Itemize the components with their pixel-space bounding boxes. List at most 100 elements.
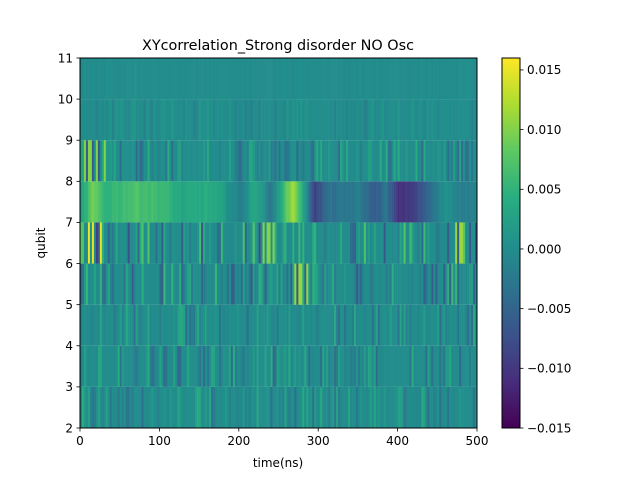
heatmap-cell bbox=[316, 140, 319, 182]
heatmap-cell bbox=[417, 345, 420, 387]
heatmap-cell bbox=[266, 99, 269, 141]
heatmap-cell bbox=[167, 58, 170, 100]
heatmap-cell bbox=[193, 181, 196, 223]
heatmap-cell bbox=[286, 386, 289, 428]
heatmap-cell bbox=[199, 140, 202, 182]
heatmap-cell bbox=[413, 222, 416, 264]
heatmap-cell bbox=[282, 222, 285, 264]
heatmap-cell bbox=[415, 58, 418, 100]
heatmap-cell bbox=[179, 58, 182, 100]
heatmap-cell bbox=[338, 304, 341, 346]
heatmap-cell bbox=[292, 386, 295, 428]
heatmap-cell bbox=[288, 181, 291, 223]
colorbar bbox=[501, 57, 521, 429]
heatmap-cell bbox=[336, 99, 339, 141]
heatmap-cell bbox=[373, 222, 377, 264]
heatmap-cell bbox=[185, 99, 188, 141]
heatmap-cell bbox=[191, 263, 194, 305]
heatmap-cell bbox=[427, 140, 430, 182]
heatmap-cell bbox=[197, 58, 200, 100]
heatmap-cell bbox=[258, 181, 261, 223]
heatmap-cell bbox=[254, 58, 257, 100]
heatmap-cell bbox=[159, 140, 162, 182]
heatmap-cell bbox=[234, 140, 238, 182]
heatmap-cell bbox=[443, 222, 446, 264]
heatmap-cell bbox=[266, 181, 269, 223]
y-axis-label: qubit bbox=[34, 227, 48, 258]
heatmap-cell bbox=[334, 222, 337, 264]
heatmap-cell bbox=[449, 58, 452, 100]
heatmap-cell bbox=[403, 345, 406, 387]
heatmap-cell bbox=[137, 263, 140, 305]
heatmap-cell bbox=[413, 263, 416, 305]
heatmap-cell bbox=[437, 304, 440, 346]
heatmap-cell bbox=[355, 386, 359, 428]
heatmap-cell bbox=[383, 345, 386, 387]
heatmap-cell bbox=[254, 386, 257, 428]
heatmap-cell bbox=[463, 304, 466, 346]
heatmap-cell bbox=[286, 181, 289, 223]
heatmap-cell bbox=[300, 99, 303, 141]
heatmap-cell bbox=[405, 58, 408, 100]
heatmap-cell bbox=[298, 140, 301, 182]
heatmap-cell bbox=[147, 222, 150, 264]
heatmap-cell bbox=[177, 140, 180, 182]
heatmap-cell bbox=[155, 140, 158, 182]
heatmap-cell bbox=[232, 345, 236, 387]
heatmap-cell bbox=[252, 99, 255, 141]
heatmap-cell bbox=[119, 345, 122, 387]
heatmap-cell bbox=[288, 386, 291, 428]
heatmap-cell bbox=[80, 99, 83, 141]
heatmap-cell bbox=[347, 140, 351, 182]
heatmap-cell bbox=[415, 304, 418, 346]
heatmap-cell bbox=[125, 140, 128, 182]
heatmap-cell bbox=[218, 263, 222, 305]
heatmap-cell bbox=[123, 222, 126, 264]
y-tick-label: 2 bbox=[65, 421, 73, 435]
heatmap-cell bbox=[344, 304, 347, 346]
heatmap-cell bbox=[173, 386, 176, 428]
heatmap-cell bbox=[87, 58, 91, 100]
heatmap-cell bbox=[149, 222, 152, 264]
heatmap-cell bbox=[387, 181, 390, 223]
heatmap-cell bbox=[475, 263, 477, 305]
heatmap-cell bbox=[459, 99, 462, 141]
heatmap-cell bbox=[153, 345, 156, 387]
heatmap-cell bbox=[397, 181, 400, 223]
heatmap-cell bbox=[85, 181, 89, 223]
heatmap-cell bbox=[314, 181, 317, 223]
heatmap-cell bbox=[175, 386, 178, 428]
heatmap-cell bbox=[211, 263, 214, 305]
heatmap-cell bbox=[230, 263, 234, 305]
heatmap-cell bbox=[379, 58, 383, 100]
heatmap-cell bbox=[179, 345, 182, 387]
heatmap-cell bbox=[141, 386, 144, 428]
heatmap-cell bbox=[125, 263, 128, 305]
heatmap-cell bbox=[381, 304, 384, 346]
heatmap-cell bbox=[83, 140, 87, 182]
heatmap-cell bbox=[447, 58, 450, 100]
heatmap-cell bbox=[199, 222, 202, 264]
heatmap-cell bbox=[401, 99, 404, 141]
heatmap-cell bbox=[459, 58, 462, 100]
heatmap-cell bbox=[451, 99, 454, 141]
heatmap-cell bbox=[151, 99, 154, 141]
heatmap-cell bbox=[365, 386, 369, 428]
heatmap-cell bbox=[332, 140, 335, 182]
heatmap-cell bbox=[437, 140, 440, 182]
y-tick-label: 9 bbox=[65, 134, 73, 148]
heatmap-cell bbox=[330, 345, 333, 387]
heatmap-cell bbox=[443, 58, 446, 100]
heatmap-cell bbox=[207, 99, 210, 141]
heatmap-cell bbox=[433, 58, 436, 100]
heatmap-cell bbox=[236, 181, 240, 223]
heatmap-cell bbox=[157, 386, 160, 428]
x-axis-label: time(ns) bbox=[253, 456, 303, 470]
heatmap-cell bbox=[300, 345, 303, 387]
heatmap-cell bbox=[457, 99, 460, 141]
heatmap-cell bbox=[248, 345, 252, 387]
heatmap-cell bbox=[439, 99, 442, 141]
heatmap-cell bbox=[111, 345, 115, 387]
heatmap-cell bbox=[83, 181, 87, 223]
heatmap-cell bbox=[99, 140, 103, 182]
